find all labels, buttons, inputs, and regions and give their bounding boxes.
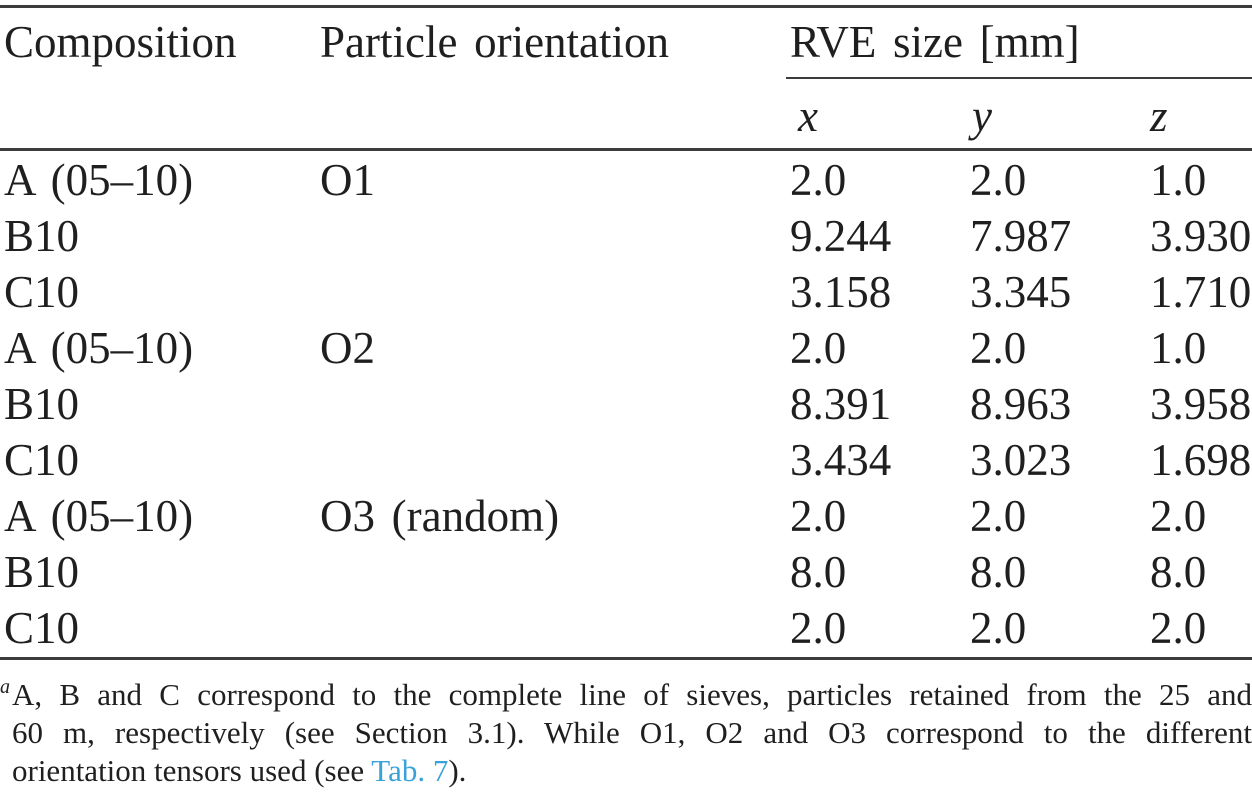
cell-z: 8.0 — [1150, 547, 1207, 597]
footnote-line-1: aA, B and C correspond to the complete l… — [0, 668, 1252, 714]
cell-z: 2.0 — [1150, 603, 1207, 653]
cell-composition: C10 — [4, 267, 80, 317]
table-row: C10 2.0 2.0 2.0 — [0, 600, 1252, 656]
cell-x: 3.158 — [790, 267, 892, 317]
table-row: A (05–10) O1 2.0 2.0 1.0 — [0, 152, 1252, 208]
cell-z: 1.710 — [1150, 267, 1252, 317]
cell-z: 3.958 — [1150, 379, 1252, 429]
cell-x: 9.244 — [790, 211, 892, 261]
cell-x: 2.0 — [790, 491, 847, 541]
cell-y: 2.0 — [970, 323, 1027, 373]
footnote-marker: a — [0, 676, 10, 698]
table-top-rule — [0, 5, 1252, 8]
cell-y: 7.987 — [970, 211, 1072, 261]
cell-y: 3.023 — [970, 435, 1072, 485]
cell-composition: A (05–10) — [4, 491, 194, 541]
rve-group-rule — [786, 77, 1252, 79]
cell-z: 3.930 — [1150, 211, 1252, 261]
table-row: C10 3.158 3.345 1.710 — [0, 264, 1252, 320]
cell-composition: C10 — [4, 603, 80, 653]
cell-x: 2.0 — [790, 155, 847, 205]
cell-composition: C10 — [4, 435, 80, 485]
column-subheader-x: x — [798, 91, 818, 141]
table-footnote: aA, B and C correspond to the complete l… — [0, 668, 1252, 790]
footnote-text-2: 60 m, respectively (see Section 3.1). Wh… — [12, 715, 1252, 750]
table-bottom-rule — [0, 657, 1252, 660]
table-row: B10 9.244 7.987 3.930 — [0, 208, 1252, 264]
column-header-rve-size: RVE size [mm] — [790, 17, 1080, 67]
cell-x: 2.0 — [790, 603, 847, 653]
cell-y: 2.0 — [970, 603, 1027, 653]
cell-composition: B10 — [4, 211, 80, 261]
cell-composition: A (05–10) — [4, 155, 194, 205]
cell-composition: A (05–10) — [4, 323, 194, 373]
column-subheader-z: z — [1150, 91, 1168, 141]
cell-z: 1.698 — [1150, 435, 1252, 485]
cell-x: 8.0 — [790, 547, 847, 597]
cell-y: 8.963 — [970, 379, 1072, 429]
cell-z: 1.0 — [1150, 323, 1207, 373]
cell-composition: B10 — [4, 379, 80, 429]
cell-x: 2.0 — [790, 323, 847, 373]
cell-z: 1.0 — [1150, 155, 1207, 205]
footnote-text-1: A, B and C correspond to the complete li… — [12, 677, 1252, 712]
cell-orientation: O3 (random) — [320, 491, 560, 541]
cell-x: 8.391 — [790, 379, 892, 429]
table-row: C10 3.434 3.023 1.698 — [0, 432, 1252, 488]
table-row: A (05–10) O2 2.0 2.0 1.0 — [0, 320, 1252, 376]
cell-y: 2.0 — [970, 491, 1027, 541]
table-header-rule — [0, 148, 1252, 151]
cell-orientation: O2 — [320, 323, 375, 373]
footnote-line-3: orientation tensors used (see Tab. 7). — [0, 752, 1252, 790]
footnote-text-4: ). — [448, 753, 467, 788]
table-row: A (05–10) O3 (random) 2.0 2.0 2.0 — [0, 488, 1252, 544]
cell-z: 2.0 — [1150, 491, 1207, 541]
cell-composition: B10 — [4, 547, 80, 597]
cell-y: 3.345 — [970, 267, 1072, 317]
cell-y: 2.0 — [970, 155, 1027, 205]
tab-7-link[interactable]: Tab. 7 — [371, 753, 449, 788]
cell-x: 3.434 — [790, 435, 892, 485]
column-header-particle-orientation: Particle orientation — [320, 17, 670, 67]
column-header-composition: Composition — [4, 17, 237, 67]
table-row: B10 8.391 8.963 3.958 — [0, 376, 1252, 432]
cell-y: 8.0 — [970, 547, 1027, 597]
footnote-line-2: 60 m, respectively (see Section 3.1). Wh… — [0, 714, 1252, 752]
cell-orientation: O1 — [320, 155, 375, 205]
footnote-text-3: orientation tensors used (see — [12, 753, 372, 788]
column-subheader-y: y — [972, 91, 992, 141]
table-row: B10 8.0 8.0 8.0 — [0, 544, 1252, 600]
